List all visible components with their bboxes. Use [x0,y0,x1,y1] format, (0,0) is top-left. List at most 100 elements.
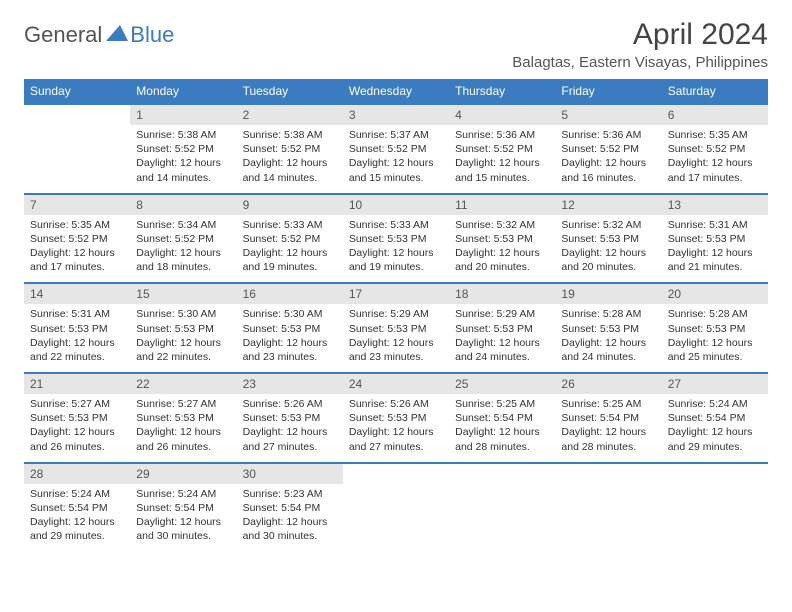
week-data-row: Sunrise: 5:24 AMSunset: 5:54 PMDaylight:… [24,484,768,552]
week-number-row: 78910111213 [24,194,768,215]
day-data: Sunrise: 5:30 AMSunset: 5:53 PMDaylight:… [130,304,236,372]
day-number: 8 [130,195,236,215]
day-number: 14 [24,284,130,304]
weekday-header: Thursday [449,79,555,104]
day-data: Sunrise: 5:29 AMSunset: 5:53 PMDaylight:… [343,304,449,372]
day-data-cell: Sunrise: 5:36 AMSunset: 5:52 PMDaylight:… [449,125,555,194]
day-number: 21 [24,374,130,394]
day-number-cell: 16 [237,283,343,304]
day-data: Sunrise: 5:25 AMSunset: 5:54 PMDaylight:… [449,394,555,462]
day-number-cell: 9 [237,194,343,215]
day-data-cell: Sunrise: 5:33 AMSunset: 5:53 PMDaylight:… [343,215,449,284]
day-data-cell: Sunrise: 5:26 AMSunset: 5:53 PMDaylight:… [237,394,343,463]
month-title: April 2024 [512,18,768,52]
logo: General Blue [24,22,174,48]
day-number-cell [24,104,130,125]
day-data-cell: Sunrise: 5:24 AMSunset: 5:54 PMDaylight:… [662,394,768,463]
day-data: Sunrise: 5:27 AMSunset: 5:53 PMDaylight:… [24,394,130,462]
day-number-cell: 23 [237,373,343,394]
day-data: Sunrise: 5:29 AMSunset: 5:53 PMDaylight:… [449,304,555,372]
day-number: 29 [130,464,236,484]
day-number-cell: 27 [662,373,768,394]
day-number: 24 [343,374,449,394]
day-number-cell: 7 [24,194,130,215]
day-data: Sunrise: 5:34 AMSunset: 5:52 PMDaylight:… [130,215,236,283]
day-data-cell: Sunrise: 5:25 AMSunset: 5:54 PMDaylight:… [555,394,661,463]
day-number-cell: 19 [555,283,661,304]
day-number-cell: 4 [449,104,555,125]
day-data-cell: Sunrise: 5:24 AMSunset: 5:54 PMDaylight:… [24,484,130,552]
day-number: 27 [662,374,768,394]
day-data-cell: Sunrise: 5:37 AMSunset: 5:52 PMDaylight:… [343,125,449,194]
day-number: 13 [662,195,768,215]
day-data-cell: Sunrise: 5:31 AMSunset: 5:53 PMDaylight:… [662,215,768,284]
location: Balagtas, Eastern Visayas, Philippines [512,54,768,71]
day-data: Sunrise: 5:28 AMSunset: 5:53 PMDaylight:… [555,304,661,372]
day-number-cell: 1 [130,104,236,125]
day-number: 30 [237,464,343,484]
day-data [555,484,661,509]
day-data: Sunrise: 5:37 AMSunset: 5:52 PMDaylight:… [343,125,449,193]
day-number-cell: 25 [449,373,555,394]
day-number-cell: 12 [555,194,661,215]
day-number-cell: 20 [662,283,768,304]
day-number: 7 [24,195,130,215]
day-number: 12 [555,195,661,215]
day-data: Sunrise: 5:32 AMSunset: 5:53 PMDaylight:… [449,215,555,283]
day-number-cell: 8 [130,194,236,215]
day-data-cell [24,125,130,194]
day-data: Sunrise: 5:27 AMSunset: 5:53 PMDaylight:… [130,394,236,462]
day-data: Sunrise: 5:33 AMSunset: 5:52 PMDaylight:… [237,215,343,283]
day-number [662,464,768,484]
day-number-cell: 30 [237,463,343,484]
day-number: 20 [662,284,768,304]
day-number: 25 [449,374,555,394]
day-data: Sunrise: 5:36 AMSunset: 5:52 PMDaylight:… [449,125,555,193]
day-data: Sunrise: 5:36 AMSunset: 5:52 PMDaylight:… [555,125,661,193]
day-data: Sunrise: 5:35 AMSunset: 5:52 PMDaylight:… [662,125,768,193]
day-data: Sunrise: 5:31 AMSunset: 5:53 PMDaylight:… [24,304,130,372]
day-data: Sunrise: 5:26 AMSunset: 5:53 PMDaylight:… [237,394,343,462]
day-number: 9 [237,195,343,215]
day-data: Sunrise: 5:32 AMSunset: 5:53 PMDaylight:… [555,215,661,283]
day-number [555,464,661,484]
day-number-cell: 24 [343,373,449,394]
day-data: Sunrise: 5:33 AMSunset: 5:53 PMDaylight:… [343,215,449,283]
day-data [449,484,555,509]
week-number-row: 282930 [24,463,768,484]
weekday-header: Saturday [662,79,768,104]
day-data-cell: Sunrise: 5:31 AMSunset: 5:53 PMDaylight:… [24,304,130,373]
logo-text-blue: Blue [130,22,174,48]
day-data-cell [449,484,555,552]
day-data-cell: Sunrise: 5:25 AMSunset: 5:54 PMDaylight:… [449,394,555,463]
day-number: 19 [555,284,661,304]
day-data-cell: Sunrise: 5:35 AMSunset: 5:52 PMDaylight:… [24,215,130,284]
day-number-cell: 29 [130,463,236,484]
day-data-cell: Sunrise: 5:30 AMSunset: 5:53 PMDaylight:… [130,304,236,373]
day-data-cell [555,484,661,552]
day-number-cell: 26 [555,373,661,394]
day-data: Sunrise: 5:38 AMSunset: 5:52 PMDaylight:… [130,125,236,193]
day-number: 28 [24,464,130,484]
day-number-cell: 5 [555,104,661,125]
week-data-row: Sunrise: 5:38 AMSunset: 5:52 PMDaylight:… [24,125,768,194]
day-number-cell [449,463,555,484]
title-block: April 2024 Balagtas, Eastern Visayas, Ph… [512,18,768,71]
day-number: 10 [343,195,449,215]
day-number: 17 [343,284,449,304]
day-data-cell: Sunrise: 5:38 AMSunset: 5:52 PMDaylight:… [237,125,343,194]
day-data-cell: Sunrise: 5:28 AMSunset: 5:53 PMDaylight:… [662,304,768,373]
day-data-cell: Sunrise: 5:30 AMSunset: 5:53 PMDaylight:… [237,304,343,373]
week-data-row: Sunrise: 5:27 AMSunset: 5:53 PMDaylight:… [24,394,768,463]
day-data-cell: Sunrise: 5:26 AMSunset: 5:53 PMDaylight:… [343,394,449,463]
day-number: 2 [237,105,343,125]
day-number-cell: 21 [24,373,130,394]
day-data: Sunrise: 5:38 AMSunset: 5:52 PMDaylight:… [237,125,343,193]
day-number-cell: 15 [130,283,236,304]
week-data-row: Sunrise: 5:31 AMSunset: 5:53 PMDaylight:… [24,304,768,373]
day-number [449,464,555,484]
day-number-cell [555,463,661,484]
day-data [662,484,768,509]
day-number-cell: 11 [449,194,555,215]
day-data-cell: Sunrise: 5:35 AMSunset: 5:52 PMDaylight:… [662,125,768,194]
